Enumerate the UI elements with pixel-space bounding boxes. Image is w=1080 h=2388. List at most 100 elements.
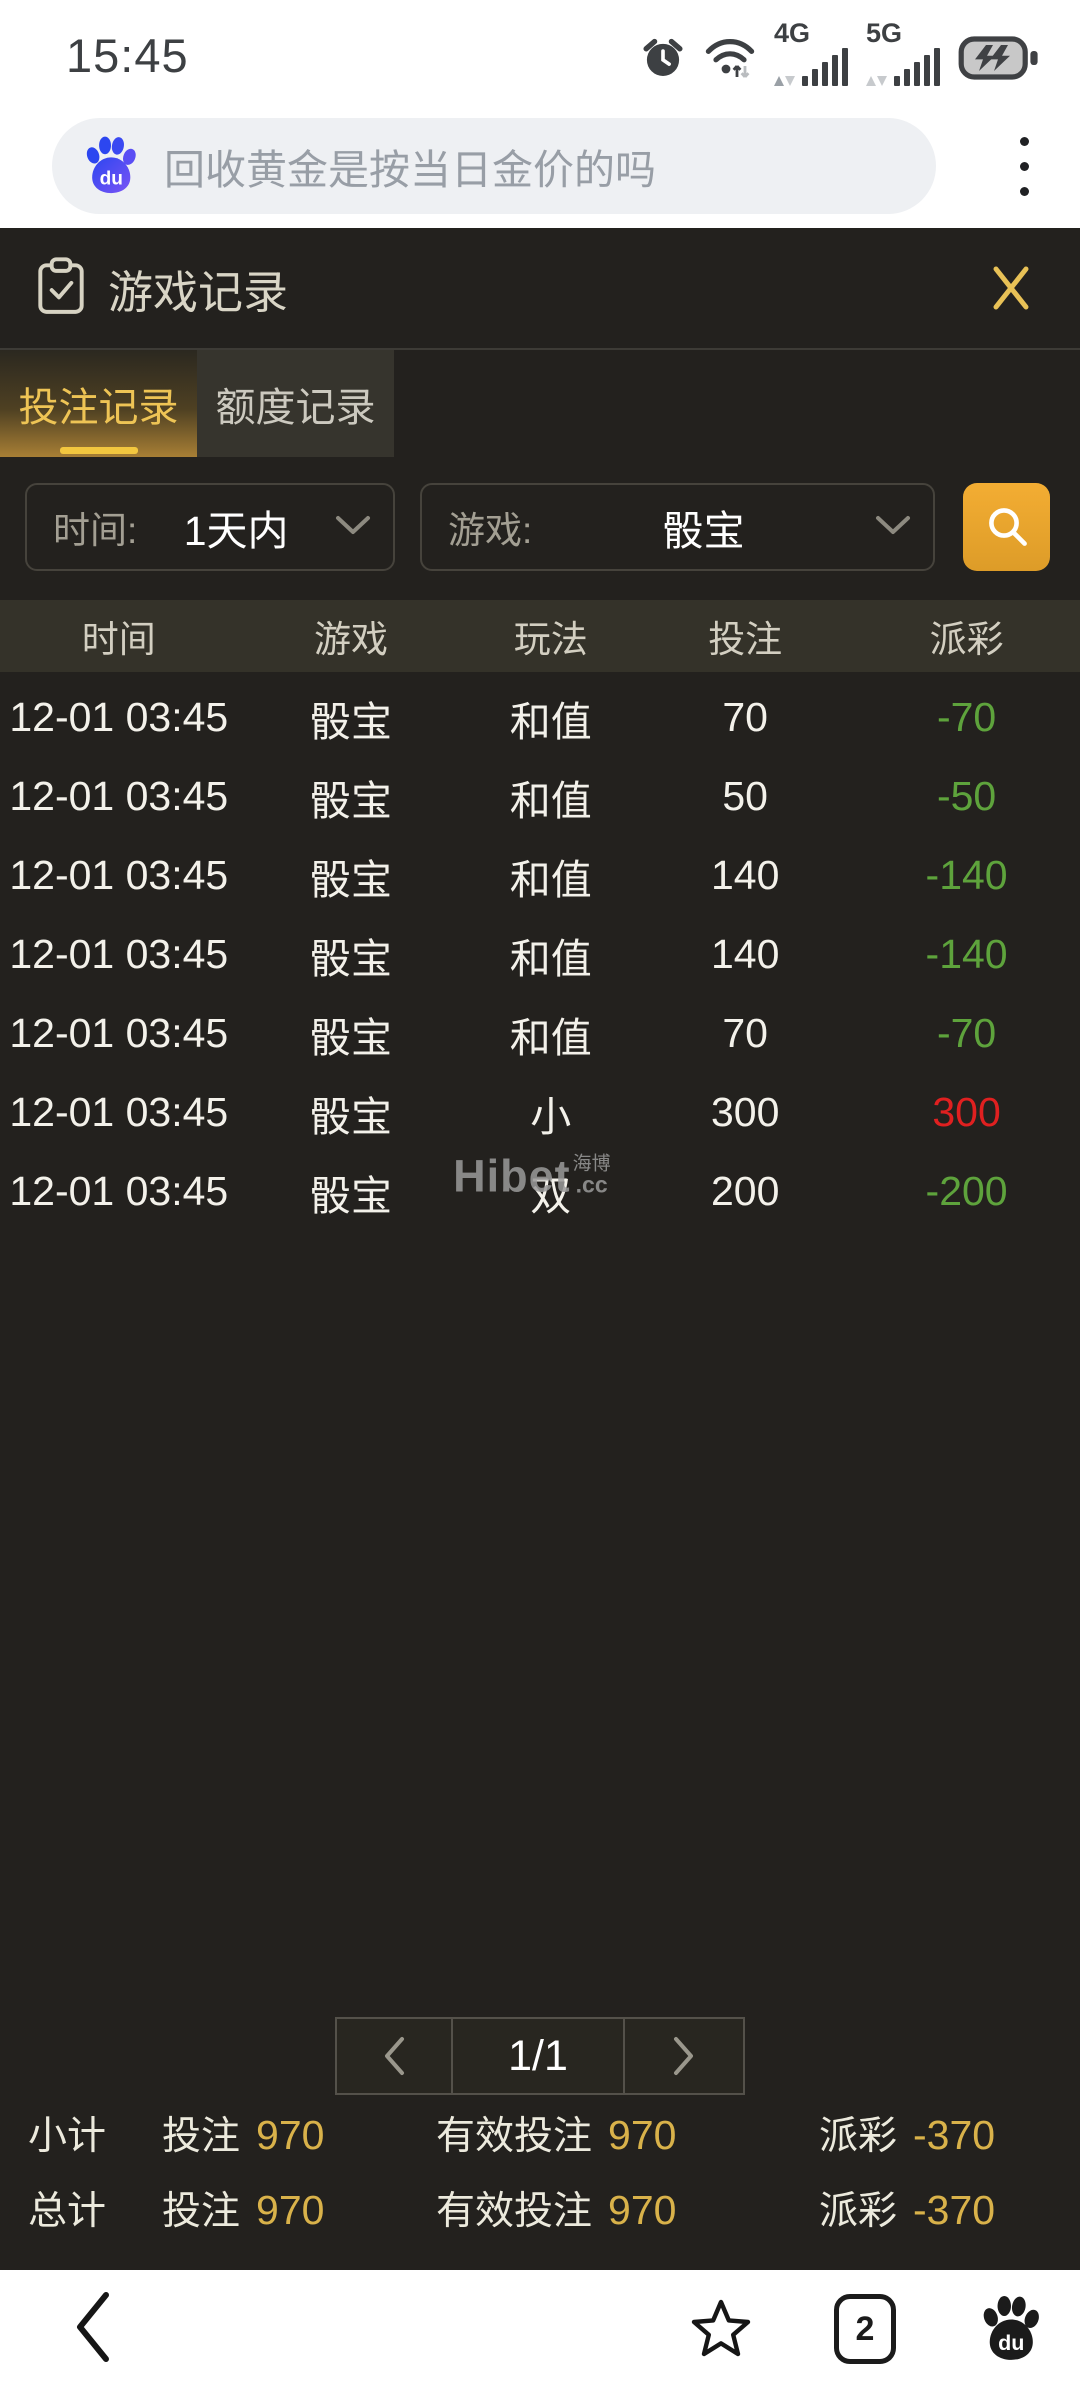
overflow-menu-icon[interactable] xyxy=(1002,118,1046,214)
time-filter-dropdown[interactable]: 时间: 1天内 xyxy=(25,483,395,571)
svg-text:du: du xyxy=(100,168,123,189)
row-game: 骰宝 xyxy=(309,1093,392,1140)
modal-header: 游戏记录 xyxy=(0,228,1080,348)
row-payout: -140 xyxy=(925,852,1008,898)
record-tabs: 投注记录 额度记录 xyxy=(0,350,1080,457)
back-button[interactable] xyxy=(52,2270,132,2388)
modal-title: 游戏记录 xyxy=(108,266,289,318)
tab-quota-records[interactable]: 额度记录 xyxy=(197,350,394,457)
header-divider xyxy=(0,348,1080,350)
row-time: 12-01 03:45 xyxy=(9,1010,229,1056)
game-filter-label: 游戏: xyxy=(448,510,533,551)
valid-bet-key: 有效投注 xyxy=(436,2114,593,2158)
table-row: 12-01 03:45 骰宝 和值 50 -50 xyxy=(0,757,1080,836)
row-game: 骰宝 xyxy=(309,698,392,745)
row-play: 和值 xyxy=(509,856,592,903)
table-row: 12-01 03:45 骰宝 和值 70 -70 xyxy=(0,994,1080,1073)
search-input[interactable]: du 回收黄金是按当日金价的吗 xyxy=(52,118,936,214)
active-tab-underline xyxy=(59,447,138,454)
row-payout: -70 xyxy=(936,694,997,740)
row-play: 和值 xyxy=(509,1014,592,1061)
tab-bet-records[interactable]: 投注记录 xyxy=(0,350,197,457)
browser-search-row: du 回收黄金是按当日金价的吗 xyxy=(0,96,1080,228)
row-payout: 300 xyxy=(932,1089,1001,1135)
col-header-time: 时间 xyxy=(81,619,156,660)
site-watermark: Hibet 海博 .cc xyxy=(453,1149,611,1201)
net-5g-label: 5G xyxy=(866,18,903,48)
magnifier-icon xyxy=(983,502,1031,553)
valid-bet-value: 970 xyxy=(608,2186,677,2233)
baidu-logo-icon: du xyxy=(80,133,142,200)
net-4g-label: 4G xyxy=(774,18,811,48)
summary-row-subtotal: 小计 投注 970 有效投注 970 派彩 -370 xyxy=(0,2095,1080,2170)
tab-switcher-button[interactable]: 2 xyxy=(831,2270,899,2388)
row-payout: -50 xyxy=(936,773,997,819)
alarm-icon xyxy=(640,35,686,86)
next-page-button[interactable] xyxy=(623,2017,745,2095)
row-game: 骰宝 xyxy=(309,777,392,824)
records-clipboard-icon xyxy=(34,256,88,321)
col-header-play: 玩法 xyxy=(513,619,588,660)
table-row: 12-01 03:45 骰宝 和值 70 -70 xyxy=(0,678,1080,757)
row-game: 骰宝 xyxy=(309,1172,392,1219)
payout-key: 派彩 xyxy=(819,2189,898,2233)
prev-page-button[interactable] xyxy=(335,2017,453,2095)
row-play: 和值 xyxy=(509,698,592,745)
close-icon[interactable] xyxy=(976,253,1046,323)
browser-bottom-nav: 2 du xyxy=(0,2270,1080,2388)
favorite-button[interactable] xyxy=(683,2270,759,2388)
valid-bet-value: 970 xyxy=(608,2111,677,2158)
game-filter-dropdown[interactable]: 游戏: 骰宝 xyxy=(420,483,935,571)
row-play: 双 Hibet 海博 .cc xyxy=(453,1149,611,1219)
status-icons: 4G 5G xyxy=(640,18,1040,86)
table-row: 12-01 03:45 骰宝 和值 140 -140 xyxy=(0,836,1080,915)
subtotal-label: 小计 xyxy=(28,2114,107,2158)
payout-value: -370 xyxy=(913,2186,996,2233)
valid-bet-key: 有效投注 xyxy=(436,2189,593,2233)
baidu-paw-icon: du xyxy=(977,2292,1045,2367)
cellular-4g-icon: 4G xyxy=(774,18,848,86)
table-row: 12-01 03:45 骰宝 双 Hibet 海博 .cc 200 -200 xyxy=(0,1149,1080,1231)
row-payout: -200 xyxy=(925,1168,1008,1214)
row-play: 和值 xyxy=(509,935,592,982)
summary-row-total: 总计 投注 970 有效投注 970 派彩 -370 xyxy=(0,2170,1080,2245)
data-arrows-icon xyxy=(866,76,887,86)
row-play: 和值 xyxy=(509,777,592,824)
pagination: 1/1 xyxy=(335,2017,745,2095)
table-row: 12-01 03:45 骰宝 和值 140 -140 xyxy=(0,915,1080,994)
payout-value: -370 xyxy=(913,2111,996,2158)
search-button[interactable] xyxy=(963,483,1050,571)
row-time: 12-01 03:45 xyxy=(9,773,229,819)
battery-charging-icon xyxy=(958,35,1040,86)
game-records-modal: 游戏记录 投注记录 额度记录 时间: 1天内 游戏: xyxy=(0,228,1080,2270)
total-label: 总计 xyxy=(28,2189,107,2233)
row-game: 骰宝 xyxy=(309,856,392,903)
table-header: 时间 游戏 玩法 投注 派彩 xyxy=(0,600,1080,672)
signal-bars-icon xyxy=(802,48,848,86)
chevron-down-icon xyxy=(335,515,371,540)
baidu-home-button[interactable]: du xyxy=(973,2270,1049,2388)
payout-key: 派彩 xyxy=(819,2114,898,2158)
row-game: 骰宝 xyxy=(309,935,392,982)
signal-bars-icon xyxy=(894,48,940,86)
clock-time: 15:45 xyxy=(66,28,189,82)
row-bet: 300 xyxy=(710,1089,780,1135)
back-chevron-icon xyxy=(72,2289,112,2370)
row-time: 12-01 03:45 xyxy=(9,1089,229,1135)
row-bet: 50 xyxy=(722,773,768,819)
row-payout: -140 xyxy=(925,931,1008,977)
row-bet: 200 xyxy=(710,1168,780,1214)
col-header-payout: 派彩 xyxy=(929,619,1004,660)
bet-value: 970 xyxy=(256,2186,325,2233)
wifi-icon xyxy=(704,35,756,86)
bet-key: 投注 xyxy=(162,2114,241,2158)
row-payout: -70 xyxy=(936,1010,997,1056)
time-filter-label: 时间: xyxy=(53,510,138,551)
row-time: 12-01 03:45 xyxy=(9,694,229,740)
bet-value: 970 xyxy=(256,2111,325,2158)
data-arrows-icon xyxy=(774,76,795,86)
row-time: 12-01 03:45 xyxy=(9,1168,229,1214)
time-filter-value: 1天内 xyxy=(183,508,289,554)
search-query-text: 回收黄金是按当日金价的吗 xyxy=(164,147,656,193)
